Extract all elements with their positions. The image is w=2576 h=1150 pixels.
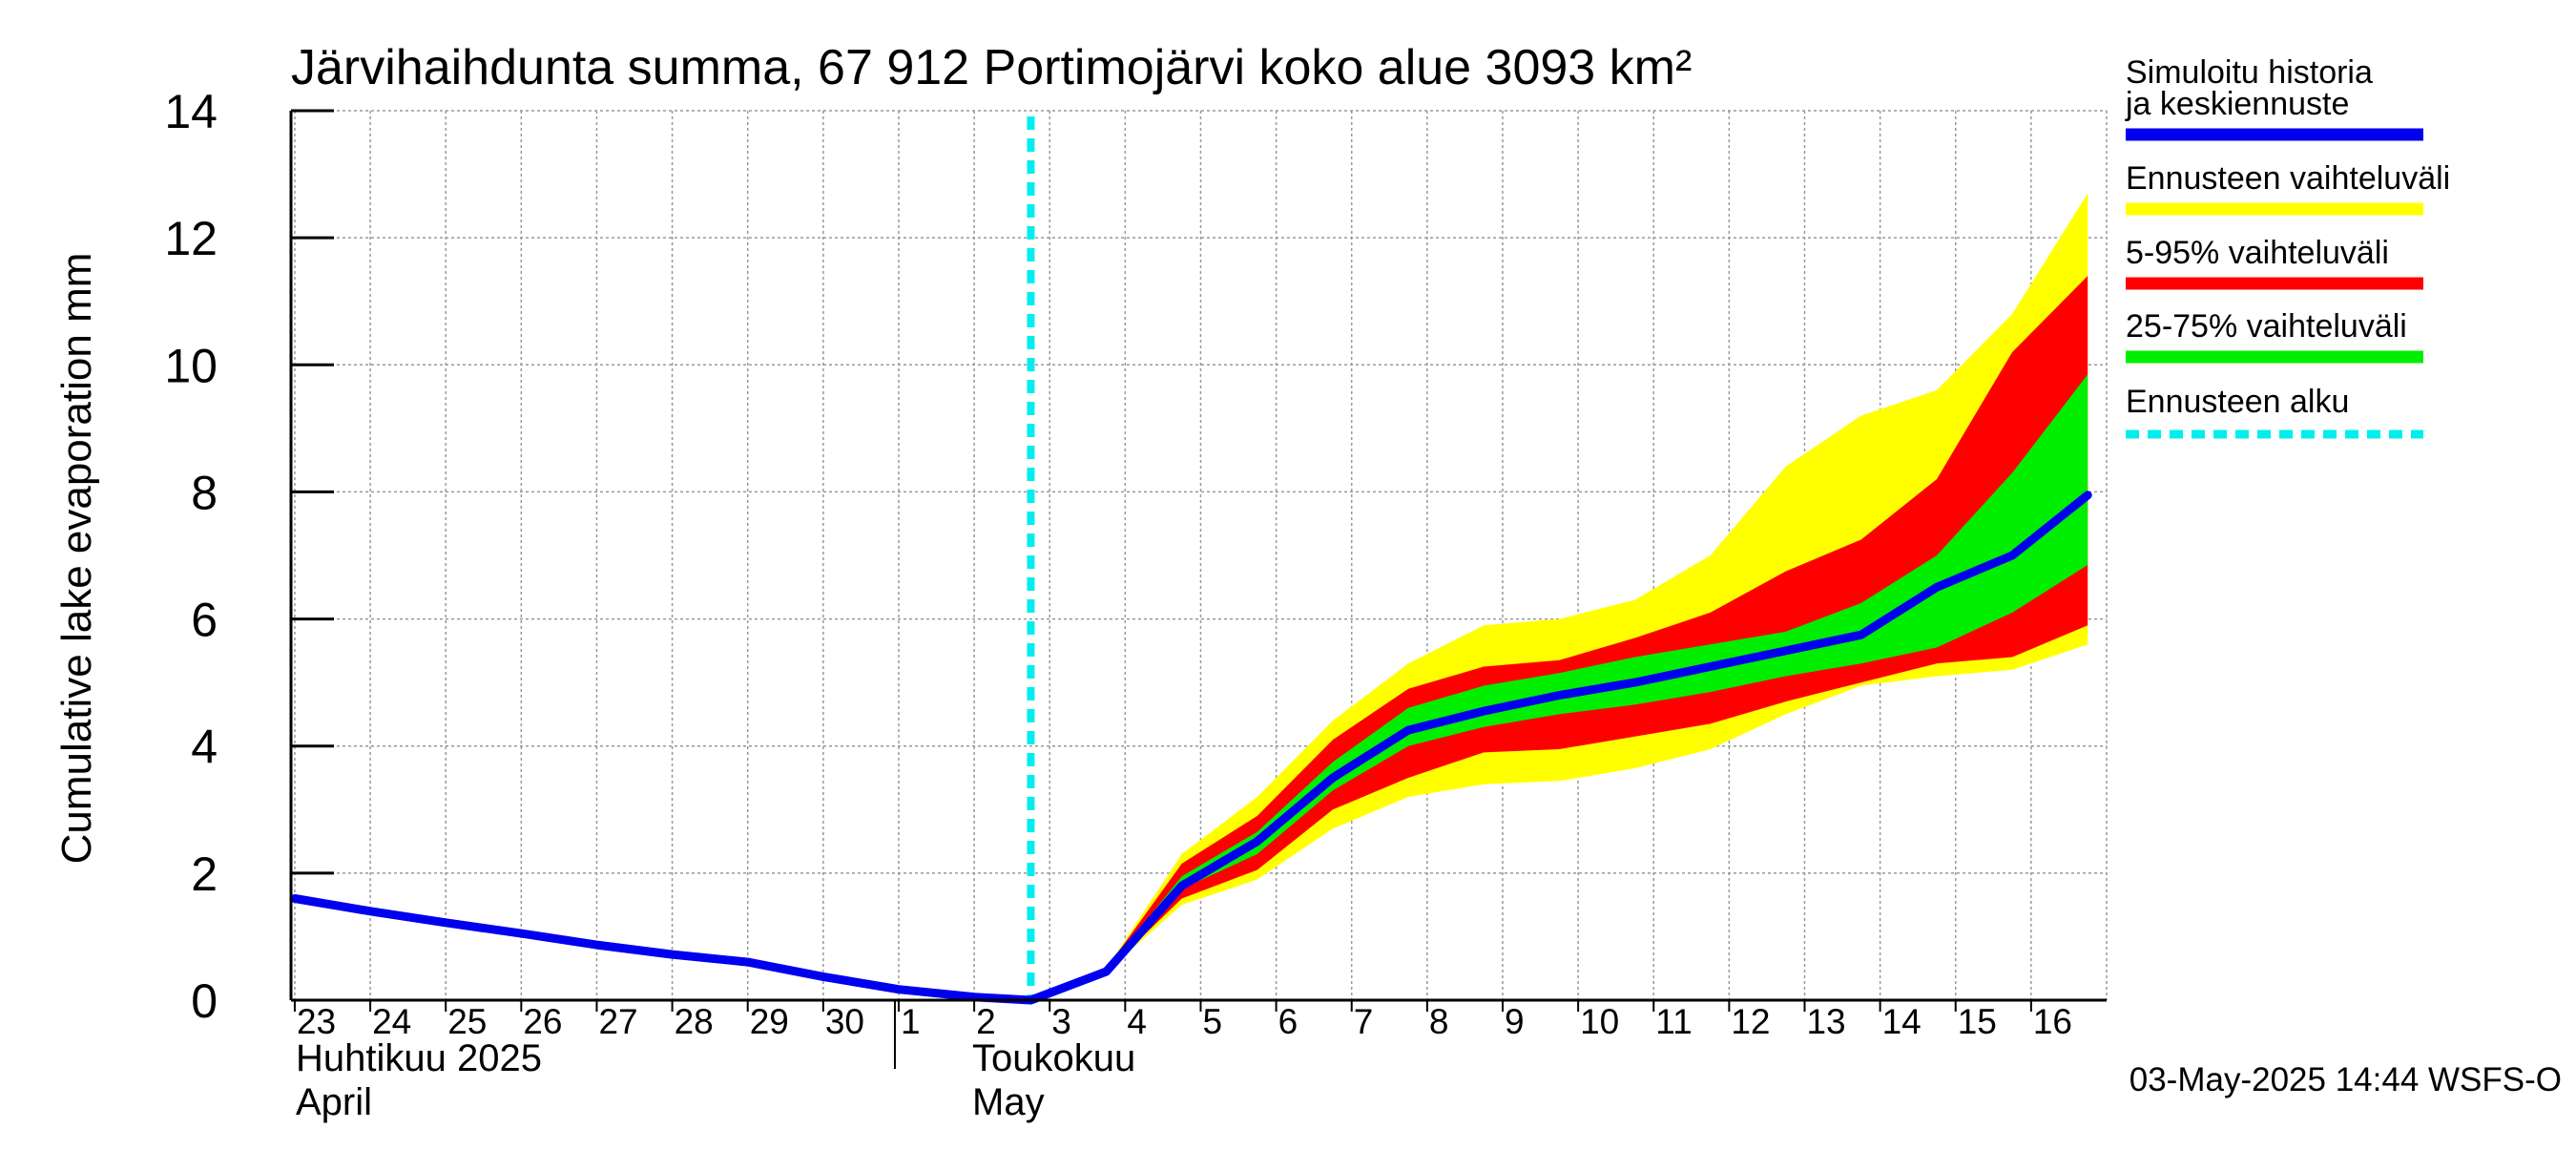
y-tick-labels: 0 2 4 6 8 10 12 14 [164,85,218,1028]
legend-label: ja keskiennuste [2125,86,2349,122]
x-tick-label: 14 [1882,1002,1922,1041]
legend-item: Ennusteen vaihteluväli [2126,160,2450,216]
y-axis-label: Cumulative lake evaporation mm [53,253,100,865]
chart-title: Järvihaihdunta summa, 67 912 Portimojärv… [291,40,1692,95]
x-tick-label: 23 [297,1002,336,1041]
month-label-april-fi: Huhtikuu 2025 [296,1037,542,1079]
x-tick-label: 3 [1051,1002,1071,1041]
y-tick-label: 8 [191,466,218,519]
y-tick-label: 6 [191,594,218,647]
y-tick-label: 4 [191,721,218,774]
x-tick-label: 10 [1580,1002,1619,1041]
legend-label: Simuloitu historia [2126,54,2373,91]
legend-item: 25-75% vaihteluväli [2126,308,2423,364]
x-tick-label: 1 [901,1002,921,1041]
legend-label: 5-95% vaihteluväli [2126,235,2389,271]
x-tick-label: 12 [1731,1002,1770,1041]
x-tick-label: 26 [523,1002,562,1041]
x-tick-label: 11 [1655,1002,1692,1041]
month-label-may-en: May [972,1081,1045,1123]
x-tick-label: 6 [1278,1002,1298,1041]
legend-label: Ennusteen vaihteluväli [2126,160,2450,197]
x-tick-label: 13 [1806,1002,1845,1041]
legend-label: Ennusteen alku [2126,384,2349,420]
x-tick-label: 5 [1202,1002,1222,1041]
month-label-may-fi: Toukokuu [972,1037,1135,1079]
y-tick-label: 0 [191,974,218,1028]
month-label-april-en: April [296,1081,372,1123]
x-tick-label: 16 [2033,1002,2072,1041]
x-tick-label: 28 [675,1002,714,1041]
x-tick-labels: 23 24 25 26 27 28 29 30 1 2 3 4 5 6 7 8 9 10 11 12 13 14 15 16 [297,1002,2072,1041]
x-tick-label: 9 [1505,1002,1525,1041]
legend-item: 5-95% vaihteluväli [2126,235,2423,290]
x-tick-label: 27 [598,1002,637,1041]
lines-layer [290,116,2092,1005]
axes [289,109,2107,1069]
legend-label: 25-75% vaihteluväli [2126,308,2407,345]
x-tick-label: 15 [1958,1002,1997,1041]
x-tick-label: 8 [1429,1002,1449,1041]
y-tick-label: 14 [164,85,218,138]
x-tick-label: 4 [1127,1002,1147,1041]
forecast-bands [1030,193,2088,1001]
x-tick-label: 2 [976,1002,996,1041]
band-25-75% vaihteluväli [1030,374,2088,1000]
mean-history-line [290,491,2092,1005]
y-tick-label: 12 [164,212,218,265]
y-tick-label: 2 [191,847,218,901]
x-tick-label: 7 [1354,1002,1374,1041]
y-tick-label: 10 [164,339,218,392]
legend-item: Ennusteen alku [2126,384,2423,439]
footer-timestamp: 03-May-2025 14:44 WSFS-O [2129,1061,2562,1098]
x-tick-label: 25 [447,1002,487,1041]
x-tick-label: 24 [372,1002,411,1041]
x-tick-label: 29 [750,1002,789,1041]
x-tick-label: 30 [825,1002,864,1041]
